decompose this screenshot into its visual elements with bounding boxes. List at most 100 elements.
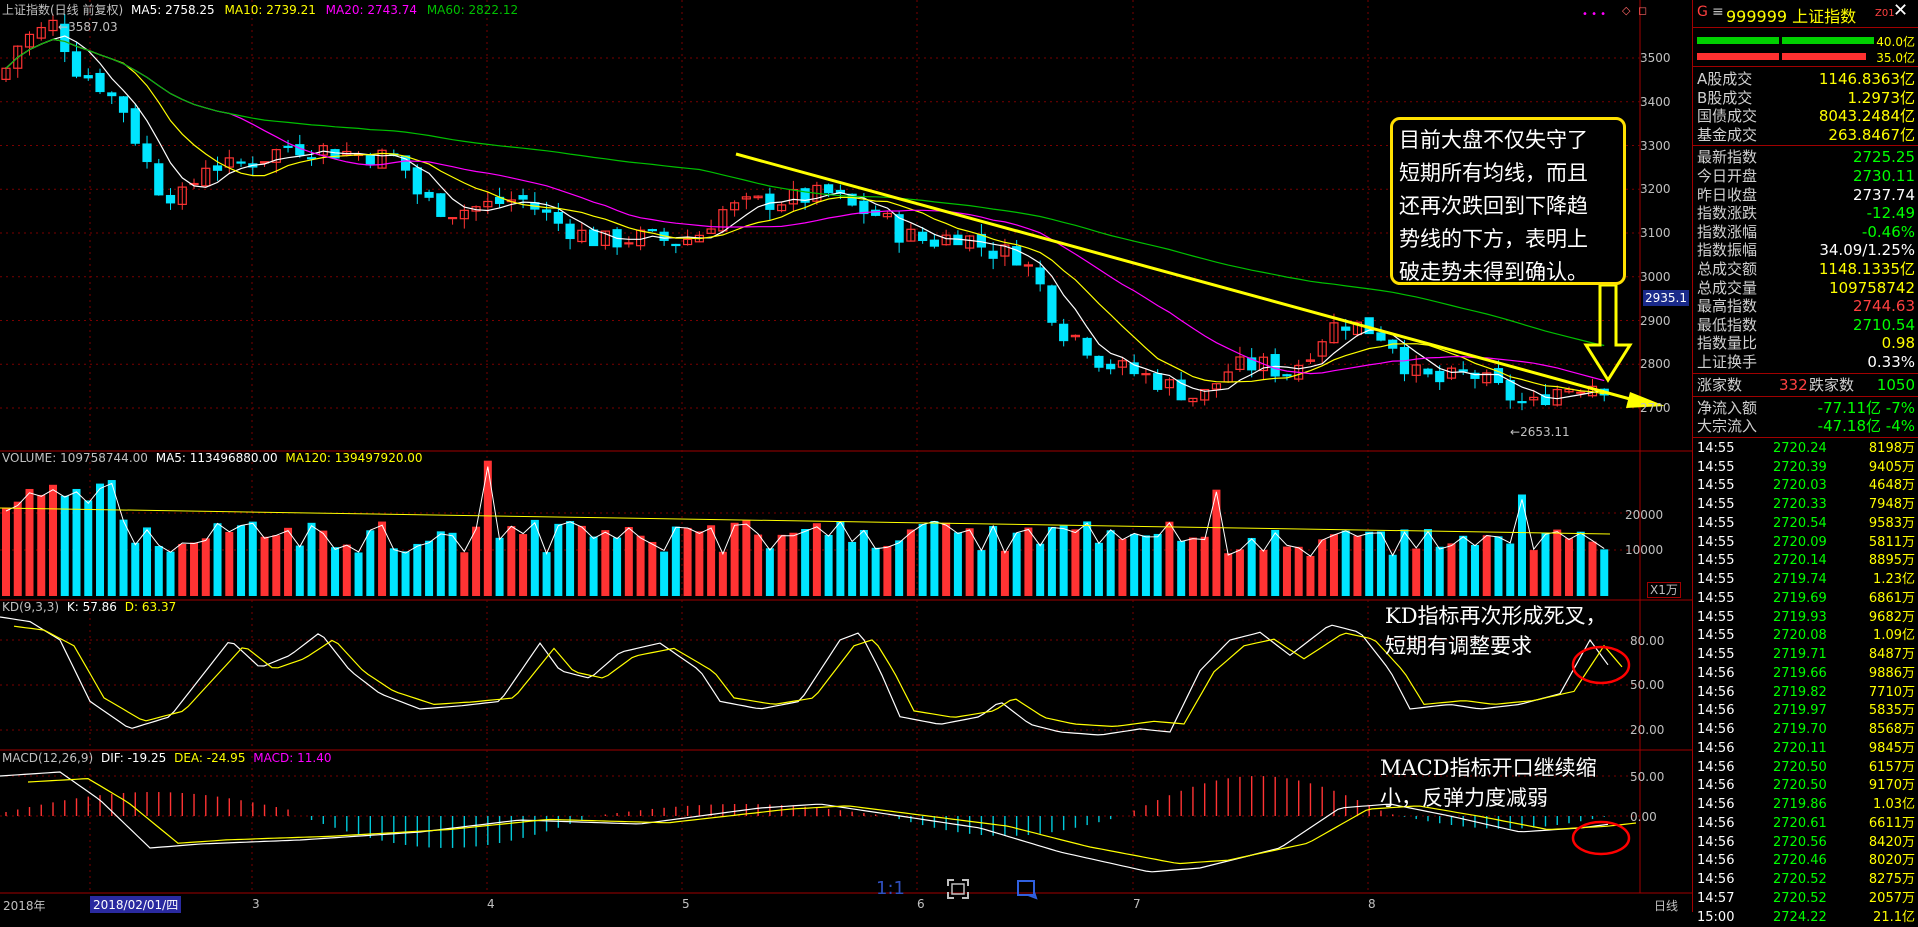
volume-bar [989,526,998,596]
volume-bar [1106,530,1115,596]
candle-body [306,157,317,160]
candle-body [48,19,58,32]
volume-bar [272,535,281,596]
volume-bar [1470,545,1479,596]
indicator-dots: • • • [1582,9,1607,20]
turnover-row-value: 8043.2484亿 [1818,107,1915,126]
candle-body [1376,332,1386,341]
candle-body [1235,356,1245,371]
tick-price: 2719.69 [1773,590,1827,606]
tick-price: 2720.39 [1773,459,1827,475]
ma20-value: MA20: 2743.74 [325,3,417,17]
turnover-row-value: 1.2973亿 [1847,88,1916,107]
candle-body [165,194,176,204]
candle-body [718,209,728,232]
tick-time: 14:55 [1697,497,1735,513]
quote-row-label: 上证换手 [1697,353,1758,371]
candle-body [1435,370,1445,383]
tick-price: 2719.97 [1773,703,1827,719]
quote-row-value: 2744.63 [1852,297,1915,316]
volume-bar [695,531,704,596]
tick-time: 14:55 [1697,515,1735,531]
candle-body [518,195,528,200]
tick-price: 2720.03 [1773,478,1827,494]
square-icon[interactable]: ◻ [1638,4,1648,17]
volume-bar [1224,553,1233,596]
volume-bar [154,546,163,596]
up-count: 332 [1779,375,1808,394]
macd-highlight-circle [1571,820,1631,856]
tick-price: 2720.11 [1773,740,1827,756]
volume-bar [389,548,398,596]
candle-body [13,45,23,69]
volume-bar [295,545,304,596]
volume-bar [1259,549,1268,596]
down-count: 1050 [1876,375,1915,394]
tick-row: 14:56 2720.61 6611万 [1697,815,1915,833]
price-axis-label: 2800 [1640,357,1671,372]
bar-value: 35.0亿 [1876,51,1915,65]
volume-bar [495,537,504,596]
volume-bar [37,494,46,596]
callout-line: 目前大盘不仅失守了 [1399,128,1588,152]
candle-body [1411,364,1421,376]
volume-bar [977,550,986,596]
tick-time: 14:55 [1697,609,1735,625]
kd-note-line: 短期有调整要求 [1385,634,1532,658]
tick-volume: 9583万 [1868,515,1915,531]
candle-body [118,96,129,113]
volume-bar [1012,532,1021,596]
menu-icon[interactable]: ≡ [1712,4,1724,20]
candle-body [553,212,563,224]
volume-ma120: MA120: 139497920.00 [285,451,423,465]
volume-bar [366,530,375,596]
tick-price: 2720.09 [1773,534,1827,550]
close-button[interactable]: ✕ [1893,0,1909,21]
tick-price: 2720.54 [1773,515,1827,531]
price-axis-label: 3100 [1640,226,1671,240]
draw-tool-icon[interactable] [1016,878,1040,900]
quote-row: 总成交量 109758742 [1697,279,1915,297]
kline-chart-area[interactable] [0,0,1692,912]
price-axis-label: 3300 [1640,138,1671,153]
volume-bar [1365,531,1374,596]
period-label[interactable]: 日线 [1654,899,1679,913]
kd-note-line: KD指标再次形成死叉， [1385,604,1607,628]
quote-row: 昨日收盘 2737.74 [1697,186,1915,204]
tick-row: 14:56 2719.97 5835万 [1697,702,1915,720]
candle-body [271,149,281,163]
bar-value: 40.0亿 [1876,35,1915,49]
flow-row-label: 大宗流入 [1697,417,1758,436]
diamond-icon[interactable]: ◇ [1622,4,1631,17]
candle-body [424,191,434,198]
volume-bar [824,534,833,596]
fullscreen-icon[interactable] [946,878,970,900]
ratio-button[interactable]: 1:1 [876,878,905,899]
tick-price: 2720.46 [1773,853,1827,869]
candle-body [1106,363,1116,370]
volume-bar [1588,541,1597,596]
tick-volume: 1.09亿 [1873,628,1915,644]
tick-volume: 8420万 [1868,834,1915,850]
candle-body [683,238,693,246]
volume-bar [237,525,246,596]
candle-body [107,92,117,97]
candle-body [189,182,199,186]
volume-bar [49,484,58,596]
quote-row-label: 指数量比 [1697,334,1758,353]
turnover-row: B股成交 1.2973亿 [1697,89,1915,107]
tick-volume: 9170万 [1868,778,1915,794]
candle-body [1458,369,1468,372]
candle-body [447,217,458,220]
kd-name: KD(9,3,3) [2,600,60,614]
volume-bar [131,542,140,596]
volume-bar [119,519,128,596]
price-axis-label: 3500 [1640,51,1671,65]
tick-time: 14:56 [1697,722,1735,738]
candle-body [671,243,681,247]
tick-price: 2720.14 [1773,553,1827,569]
month-label: 6 [917,897,925,911]
candle-body [318,145,328,156]
volume-bar [225,532,234,596]
tick-price: 2719.82 [1773,684,1827,700]
